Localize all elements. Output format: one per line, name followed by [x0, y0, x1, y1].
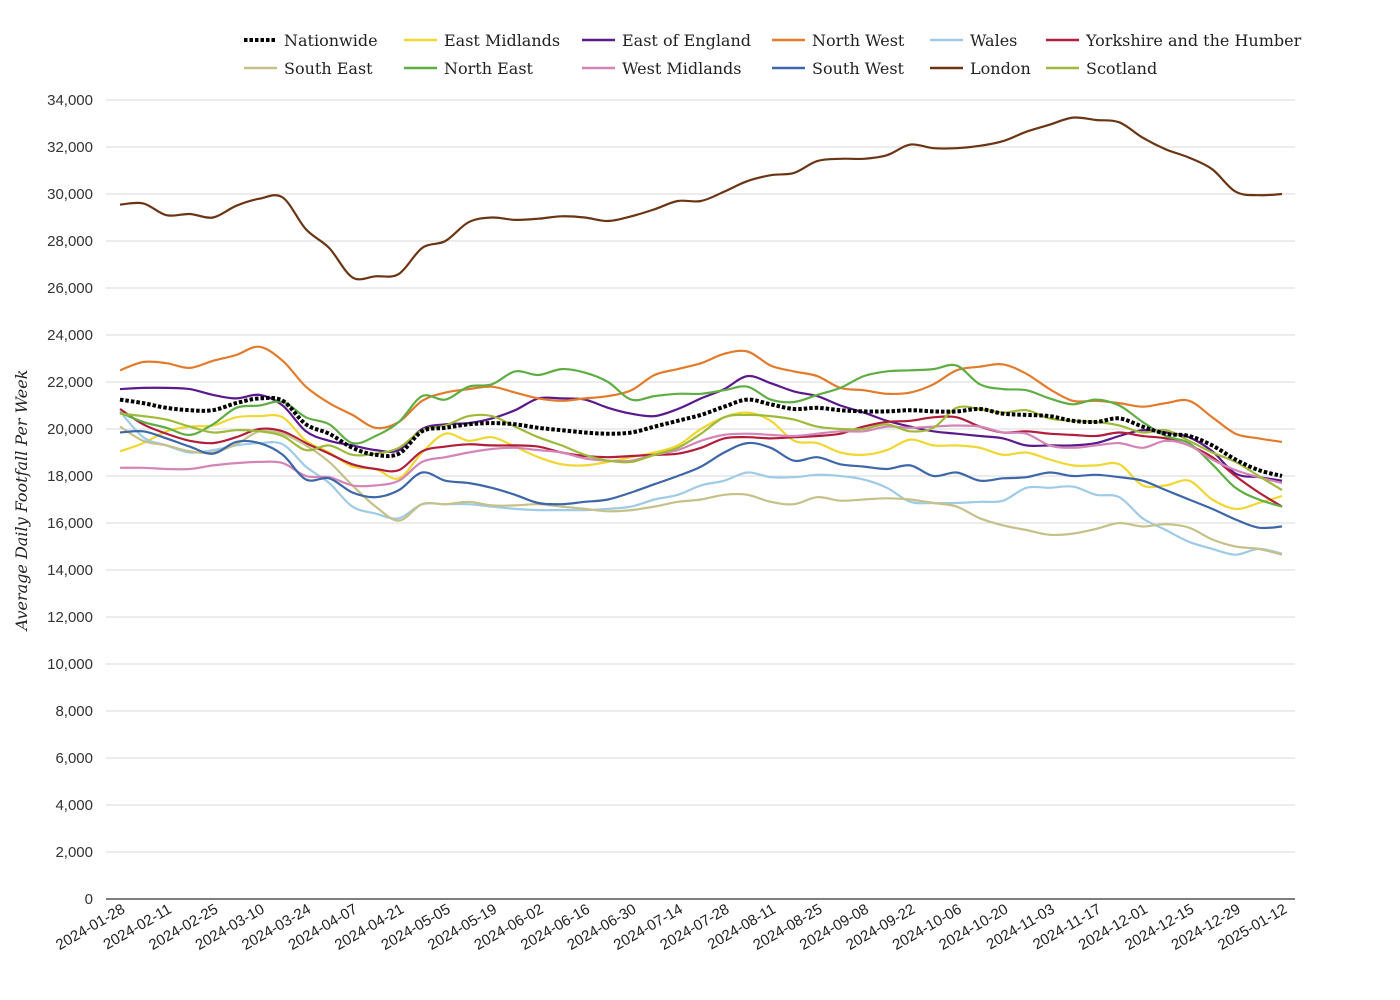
legend-label-scotland: Scotland — [1086, 59, 1157, 78]
legend-label-south-west: South West — [812, 59, 905, 78]
y-tick-label: 12,000 — [47, 609, 93, 626]
series-line-london — [119, 116, 1283, 281]
legend-label-yorkshire-and-the-humber: Yorkshire and the Humber — [1085, 31, 1302, 50]
y-tick-label: 0 — [85, 891, 93, 908]
series-line-west-midlands — [119, 424, 1283, 488]
legend-item-west-midlands: West Midlands — [582, 59, 742, 78]
legend-label-wales: Wales — [970, 31, 1017, 50]
legend-label-north-east: North East — [444, 59, 534, 78]
series-line-nationwide — [119, 395, 1283, 478]
y-axis-title: Average Daily Footfall Per Week — [12, 370, 31, 633]
legend: Nationwide East Midlands East of England No… — [244, 31, 1302, 78]
legend-item-south-west: South West — [772, 59, 905, 78]
y-tick-label: 18,000 — [47, 468, 93, 485]
y-tick-label: 22,000 — [47, 374, 93, 391]
series-lines — [119, 116, 1283, 556]
y-axis-ticks: 0 2,000 4,000 6,000 8,000 10,000 12,000 14,000 1… — [47, 92, 93, 908]
series-line-south-west — [119, 429, 1283, 530]
legend-label-north-west: North West — [812, 31, 905, 50]
legend-label-london: London — [970, 59, 1031, 78]
y-tick-label: 4,000 — [55, 797, 93, 814]
legend-item-wales: Wales — [930, 31, 1017, 50]
series-line-south-east — [119, 425, 1283, 556]
legend-label-nationwide: Nationwide — [284, 31, 378, 50]
legend-item-south-east: South East — [244, 59, 373, 78]
legend-item-nationwide: Nationwide — [244, 31, 378, 50]
y-tick-label: 20,000 — [47, 421, 93, 438]
legend-item-yorkshire-and-the-humber: Yorkshire and the Humber — [1046, 31, 1302, 50]
y-tick-label: 30,000 — [47, 186, 93, 203]
y-tick-label: 16,000 — [47, 515, 93, 532]
legend-label-west-midlands: West Midlands — [622, 59, 742, 78]
legend-label-east-midlands: East Midlands — [444, 31, 560, 50]
x-axis-ticks: 2024-01-282024-02-112024-02-252024-03-10… — [53, 901, 1290, 954]
series-line-east-midlands — [119, 411, 1283, 511]
y-tick-label: 24,000 — [47, 327, 93, 344]
y-tick-label: 8,000 — [55, 703, 93, 720]
y-tick-label: 10,000 — [47, 656, 93, 673]
legend-item-scotland: Scotland — [1046, 59, 1157, 78]
y-tick-label: 34,000 — [47, 92, 93, 109]
legend-item-north-west: North West — [772, 31, 905, 50]
gridlines — [106, 99, 1295, 900]
legend-item-east-of-england: East of England — [582, 31, 751, 50]
y-tick-label: 14,000 — [47, 562, 93, 579]
y-tick-label: 32,000 — [47, 139, 93, 156]
y-tick-label: 2,000 — [55, 844, 93, 861]
legend-label-south-east: South East — [284, 59, 373, 78]
legend-item-north-east: North East — [404, 59, 534, 78]
y-tick-label: 26,000 — [47, 280, 93, 297]
series-line-yorkshire-and-the-humber — [119, 408, 1283, 508]
series-line-wales — [119, 410, 1283, 556]
legend-label-east-of-england: East of England — [622, 31, 751, 50]
y-tick-label: 6,000 — [55, 750, 93, 767]
legend-item-london: London — [930, 59, 1031, 78]
legend-item-east-midlands: East Midlands — [404, 31, 560, 50]
series-line-east-of-england — [119, 374, 1283, 482]
series-line-north-east — [119, 363, 1283, 508]
y-tick-label: 28,000 — [47, 233, 93, 250]
